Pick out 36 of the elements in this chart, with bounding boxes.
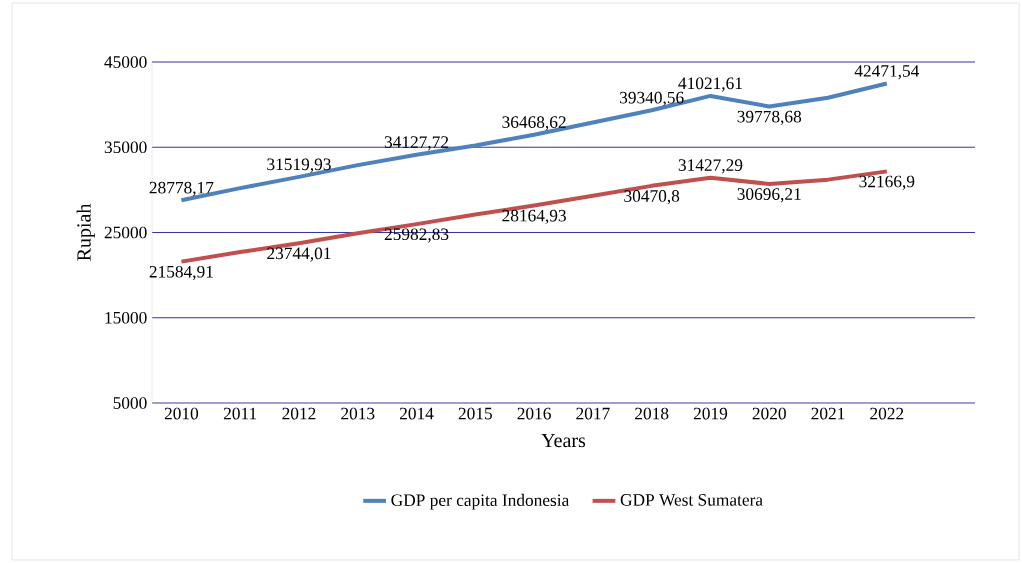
data-label: 21584,91 <box>149 265 213 281</box>
data-label: 28778,17 <box>149 181 214 197</box>
y-tick-label: 45000 <box>104 56 147 68</box>
x-axis-title: Years <box>541 433 586 448</box>
y-axis-title: Rupiah <box>76 203 95 261</box>
x-tick-label: 2021 <box>811 407 845 420</box>
y-tick-label: 35000 <box>104 141 147 154</box>
x-tick-label: 2017 <box>576 407 610 420</box>
x-tick-label: 2014 <box>399 407 434 420</box>
y-tick-label: 15000 <box>105 311 147 324</box>
x-tick-label: 2013 <box>341 407 375 420</box>
legend-label: GDP per capita Indonesia <box>391 493 570 510</box>
data-label: 39340,56 <box>620 91 684 106</box>
data-label: 30696,21 <box>737 188 801 203</box>
x-tick-label: 2011 <box>223 407 257 420</box>
x-tick-label: 2018 <box>635 407 669 420</box>
legend-label: GDP West Sumatera <box>620 494 763 506</box>
data-label: 36468,62 <box>502 116 566 131</box>
x-tick-label: 2016 <box>517 407 551 420</box>
x-tick-label: 2010 <box>164 407 199 420</box>
x-tick-label: 2012 <box>282 407 316 420</box>
y-tick-label: 25000 <box>104 226 147 239</box>
data-label: 28164,93 <box>502 209 566 224</box>
x-tick-label: 2020 <box>752 407 786 420</box>
data-label: 31427,29 <box>678 159 743 174</box>
data-label: 23744,01 <box>267 247 331 262</box>
y-tick-label: 5000 <box>113 397 147 409</box>
data-label: 32166,9 <box>859 175 915 190</box>
x-tick-label: 2022 <box>870 407 904 420</box>
data-label: 39778,68 <box>737 110 802 125</box>
x-tick-label: 2019 <box>693 407 728 420</box>
data-label: 31519,93 <box>267 158 331 173</box>
data-label: 42471,54 <box>854 65 920 80</box>
data-label: 41021,61 <box>678 77 742 92</box>
x-tick-label: 2015 <box>458 407 492 420</box>
data-label: 30470,8 <box>624 190 680 205</box>
